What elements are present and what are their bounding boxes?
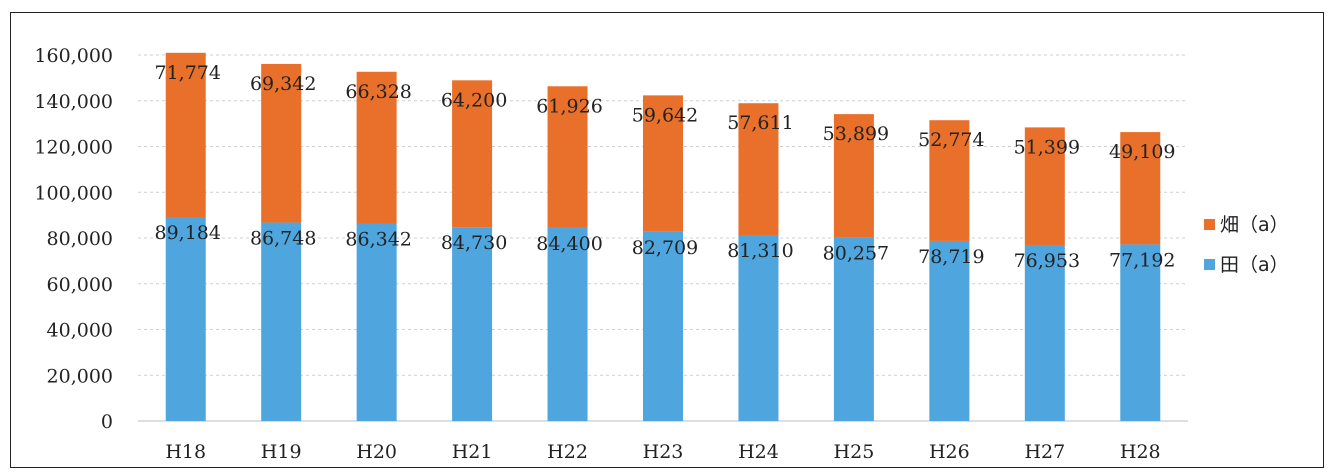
- x-tick-label: H23: [643, 441, 684, 463]
- bar-segment: [1120, 132, 1161, 245]
- bar-segment: [1024, 244, 1065, 421]
- bar-segment: [452, 227, 493, 421]
- x-tick-label: H20: [356, 441, 397, 463]
- y-tick-label: 40,000: [47, 320, 113, 342]
- data-label: 66,328: [345, 81, 411, 103]
- bar-segment: [452, 80, 493, 228]
- data-label: 78,719: [918, 246, 984, 268]
- data-label: 86,342: [345, 228, 411, 250]
- bar-segment: [547, 227, 588, 421]
- bar-segment: [738, 235, 779, 421]
- data-label: 57,611: [727, 112, 793, 134]
- data-label: 84,730: [441, 232, 507, 254]
- bar-segment: [547, 86, 588, 228]
- y-tick-label: 20,000: [47, 365, 113, 387]
- bar-segment: [929, 240, 970, 421]
- y-tick-label: 160,000: [34, 45, 113, 67]
- bar-segment: [1120, 244, 1161, 421]
- data-label: 49,109: [1109, 141, 1175, 163]
- y-tick-label: 80,000: [47, 228, 113, 250]
- bar-segment: [356, 71, 397, 224]
- bar-segment: [833, 237, 874, 421]
- bar-segment: [738, 103, 779, 236]
- x-tick-label: H24: [738, 441, 779, 463]
- legend-swatch: [1204, 219, 1215, 230]
- data-label: 64,200: [441, 89, 507, 111]
- bar-segment: [643, 95, 683, 232]
- x-tick-label: H22: [547, 441, 588, 463]
- data-label: 52,774: [918, 129, 984, 151]
- x-tick-label: H26: [929, 441, 970, 463]
- bar-segment: [643, 231, 683, 421]
- y-tick-label: 120,000: [34, 137, 113, 159]
- bar-segment: [833, 114, 874, 238]
- data-label: 81,310: [727, 240, 793, 262]
- legend-label: 田（a）: [1220, 254, 1289, 276]
- x-tick-label: H19: [261, 441, 302, 463]
- data-label: 76,953: [1014, 250, 1080, 272]
- data-label: 89,184: [154, 222, 220, 244]
- legend-swatch: [1204, 259, 1215, 270]
- data-label: 51,399: [1014, 136, 1080, 158]
- legend-label: 畑（a）: [1220, 214, 1289, 236]
- bar-segment: [929, 120, 970, 241]
- y-tick-label: 100,000: [34, 182, 113, 204]
- bar-segment: [261, 222, 302, 421]
- bar-segment: [165, 52, 206, 217]
- x-tick-label: H28: [1120, 441, 1161, 463]
- data-label: 61,926: [536, 95, 602, 117]
- data-label: 69,342: [250, 73, 316, 95]
- bar-segment: [261, 63, 302, 223]
- bar-segment: [356, 223, 397, 421]
- x-tick-label: H18: [165, 441, 206, 463]
- x-tick-label: H27: [1024, 441, 1065, 463]
- data-label: 84,400: [536, 233, 602, 255]
- y-tick-label: 60,000: [47, 274, 113, 296]
- data-label: 59,642: [632, 104, 698, 126]
- y-tick-label: 0: [101, 411, 113, 433]
- data-label: 80,257: [823, 242, 889, 264]
- bar-segment: [165, 216, 206, 421]
- data-label: 77,192: [1109, 249, 1175, 271]
- bar-segment: [1024, 127, 1065, 245]
- x-tick-label: H21: [452, 441, 493, 463]
- data-label: 53,899: [823, 123, 889, 145]
- data-label: 82,709: [632, 237, 698, 259]
- data-label: 86,748: [250, 228, 316, 250]
- data-label: 71,774: [154, 62, 220, 84]
- x-tick-label: H25: [834, 441, 875, 463]
- y-tick-label: 140,000: [34, 91, 113, 113]
